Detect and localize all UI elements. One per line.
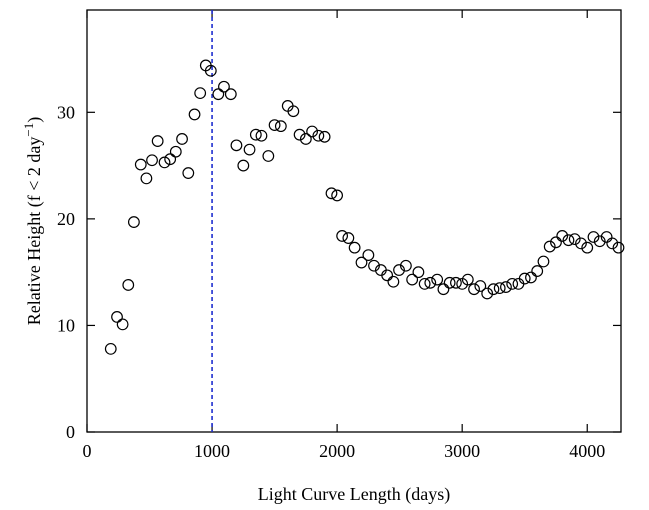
data-point	[146, 154, 158, 167]
data-point	[543, 240, 556, 253]
data-point	[368, 259, 380, 272]
data-point	[531, 265, 544, 277]
data-point	[518, 272, 531, 285]
data-point	[581, 241, 594, 254]
data-point	[255, 129, 268, 142]
data-point	[318, 130, 331, 143]
data-point	[336, 230, 349, 242]
data-point	[450, 276, 462, 289]
data-point	[342, 232, 355, 244]
data-point	[399, 259, 412, 272]
data-point	[381, 269, 394, 282]
data-point	[299, 133, 312, 145]
data-point	[606, 237, 619, 250]
data-point	[212, 88, 225, 101]
data-point	[104, 342, 117, 355]
data-point	[355, 256, 368, 269]
data-point	[412, 266, 425, 279]
data-point	[437, 283, 450, 296]
data-point	[418, 277, 431, 290]
data-point	[593, 235, 606, 248]
y-axis-label-main: Relative Height (f < 2 day	[24, 137, 45, 326]
data-point	[556, 230, 569, 242]
data-point	[230, 139, 243, 152]
data-point	[287, 105, 300, 118]
data-point	[293, 128, 306, 141]
data-point	[525, 271, 537, 284]
data-point	[151, 135, 164, 147]
data-point	[158, 156, 171, 169]
data-point	[468, 283, 480, 296]
y-axis-label: Relative Height (f < 2 day−1)	[21, 117, 45, 325]
x-tick-label: 4000	[569, 441, 605, 461]
data-point	[182, 167, 195, 179]
data-point	[274, 120, 287, 133]
data-point	[500, 281, 512, 293]
data-point	[461, 273, 474, 286]
data-point	[424, 276, 437, 289]
data-point	[188, 108, 201, 121]
data-point	[306, 125, 319, 138]
data-point	[348, 241, 361, 254]
data-point	[164, 153, 177, 166]
data-point	[512, 277, 525, 290]
data-point	[116, 318, 129, 331]
y-tick-label: 0	[66, 422, 75, 442]
data-point	[393, 264, 405, 276]
data-point	[443, 276, 456, 289]
data-point	[249, 128, 262, 141]
x-axis-ticks: 0 1000 2000 3000 4000	[83, 10, 605, 461]
y-axis-label-superscript: −1	[21, 123, 36, 137]
data-point	[562, 234, 575, 247]
data-point	[387, 275, 400, 288]
data-point	[140, 172, 153, 185]
data-point	[218, 80, 230, 93]
y-tick-label: 30	[57, 102, 75, 122]
data-point	[268, 119, 281, 131]
y-tick-label: 20	[57, 209, 75, 229]
data-point	[568, 233, 581, 246]
data-point	[474, 280, 487, 292]
data-point	[224, 88, 237, 101]
data-point	[122, 279, 135, 291]
data-point	[243, 143, 256, 156]
data-point	[262, 150, 275, 162]
data-point	[134, 158, 147, 171]
x-tick-label: 3000	[444, 441, 480, 461]
data-point	[111, 311, 123, 323]
data-point	[194, 87, 207, 100]
data-point	[537, 255, 550, 268]
data-point	[487, 283, 500, 296]
data-point	[481, 287, 494, 300]
data-point	[204, 64, 217, 77]
data-point	[493, 282, 506, 295]
y-tick-label: 10	[57, 315, 75, 335]
x-tick-label: 0	[83, 441, 92, 461]
x-tick-label: 2000	[319, 441, 355, 461]
data-point	[169, 145, 182, 158]
data-point	[612, 241, 625, 254]
y-axis-label-close: )	[24, 117, 45, 123]
data-point	[325, 187, 338, 200]
data-point	[550, 236, 562, 249]
plot-frame	[86, 9, 622, 433]
data-point	[312, 129, 325, 142]
data-point	[127, 216, 140, 228]
data-point	[176, 133, 188, 145]
data-point	[587, 231, 600, 243]
data-point	[237, 159, 250, 172]
data-point	[431, 273, 444, 286]
data-point	[575, 237, 587, 250]
data-point	[331, 189, 344, 202]
data-point	[406, 273, 419, 286]
data-point	[506, 277, 519, 290]
x-axis-label: Light Curve Length (days)	[258, 484, 450, 505]
y-axis-ticks: 0 10 20 30	[57, 102, 621, 442]
data-points	[104, 59, 625, 355]
x-tick-label: 1000	[194, 441, 230, 461]
data-point	[362, 249, 375, 262]
